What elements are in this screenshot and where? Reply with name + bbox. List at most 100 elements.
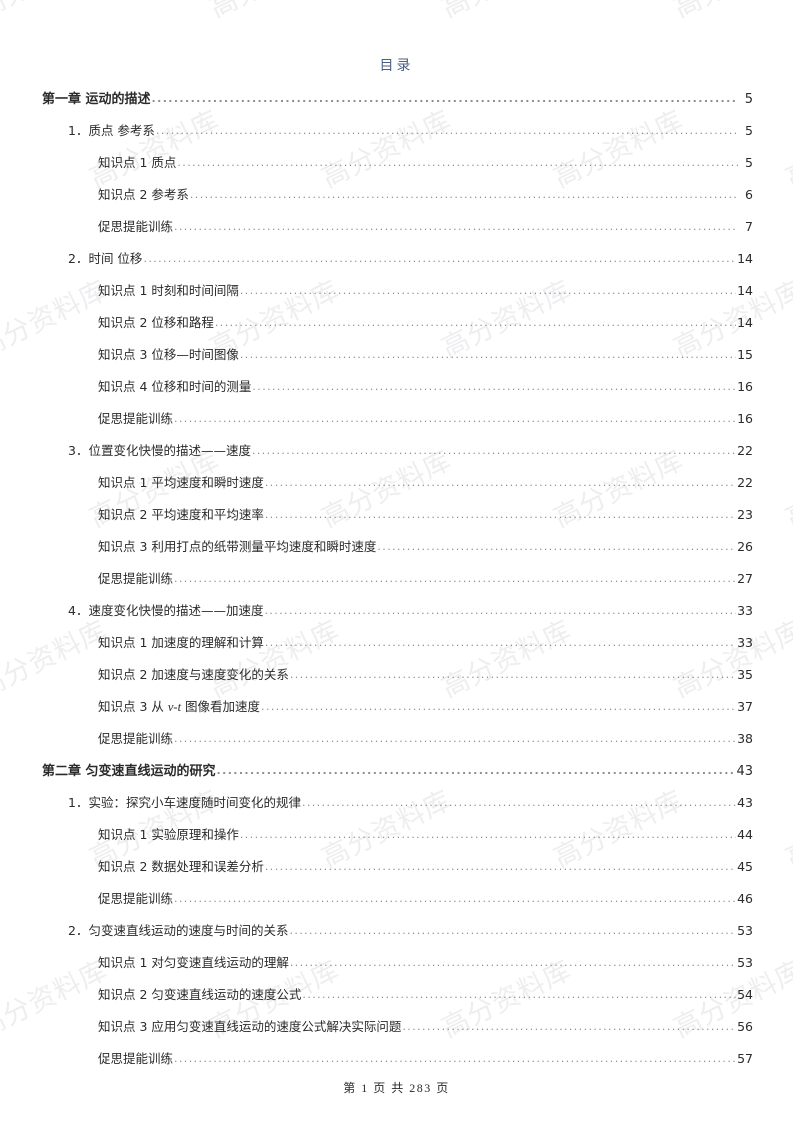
- toc-entry[interactable]: 第二章 匀变速直线运动的研究..........................…: [0, 760, 793, 792]
- toc-entry-label: 第一章 运动的描述: [42, 92, 151, 107]
- toc-entry-label: 促思提能训练: [98, 219, 174, 234]
- toc-entry[interactable]: 促思提能训练..................................…: [0, 216, 793, 248]
- toc-entry-label: 4．速度变化快慢的描述——加速度: [68, 603, 264, 618]
- toc-entry-label: 知识点 1 时刻和时间间隔: [98, 283, 239, 298]
- toc-leader-dots: ........................................…: [155, 124, 738, 137]
- toc-leader-dots: ........................................…: [174, 572, 737, 585]
- toc-entry[interactable]: 知识点 1 质点................................…: [0, 152, 793, 184]
- toc-entry-label: 知识点 1 加速度的理解和计算: [98, 635, 264, 650]
- toc-leader-dots: ........................................…: [174, 412, 737, 425]
- toc-entry[interactable]: 知识点 2 数据处理和误差分析.........................…: [0, 856, 793, 888]
- toc-entry[interactable]: 知识点 2 位移和路程.............................…: [0, 312, 793, 344]
- toc-entry[interactable]: 知识点 2 参考系...............................…: [0, 184, 793, 216]
- toc-leader-dots: ........................................…: [264, 604, 737, 617]
- page-footer: 第 1 页 共 283 页: [343, 1081, 450, 1095]
- toc-leader-dots: ........................................…: [252, 380, 737, 393]
- toc-entry-page-number: 15: [737, 347, 753, 362]
- toc-entry-label: 第二章 匀变速直线运动的研究: [42, 764, 216, 779]
- toc-entry-label: 知识点 1 实验原理和操作: [98, 827, 239, 842]
- toc-entry[interactable]: 知识点 3 位移—时间图像...........................…: [0, 344, 793, 376]
- toc-entry-label: 知识点 1 质点: [98, 155, 177, 170]
- toc-leader-dots: ........................................…: [239, 284, 736, 297]
- toc-entry-page-number: 27: [737, 571, 753, 586]
- toc-entry-page-number: 53: [737, 923, 753, 938]
- toc-entry[interactable]: 知识点 4 位移和时间的测量..........................…: [0, 376, 793, 408]
- toc-entry[interactable]: 促思提能训练..................................…: [0, 1048, 793, 1080]
- toc-entry[interactable]: 1．质点 参考系................................…: [0, 120, 793, 152]
- toc-entry-label: 知识点 2 平均速度和平均速率: [98, 507, 264, 522]
- toc-entry-page-number: 14: [737, 283, 753, 298]
- toc-leader-dots: ........................................…: [264, 476, 737, 489]
- toc-entry-label: 1．质点 参考系: [68, 123, 155, 138]
- toc-entry-label: 知识点 2 位移和路程: [98, 315, 214, 330]
- toc-entry-page-number: 23: [737, 507, 753, 522]
- toc-entry[interactable]: 4．速度变化快慢的描述——加速度........................…: [0, 600, 793, 632]
- toc-entry-page-number: 6: [745, 187, 753, 202]
- toc-leader-dots: ........................................…: [289, 668, 737, 681]
- toc-entry-label: 促思提能训练: [98, 1051, 174, 1066]
- toc-leader-dots: ........................................…: [174, 892, 737, 905]
- toc-entry[interactable]: 知识点 3 利用打点的纸带测量平均速度和瞬时速度................…: [0, 536, 793, 568]
- toc-entry-label: 知识点 3 从 v-t 图像看加速度: [98, 699, 261, 714]
- toc-entry-page-number: 33: [737, 603, 753, 618]
- toc-leader-dots: ........................................…: [402, 1020, 736, 1033]
- toc-entry[interactable]: 知识点 2 加速度与速度变化的关系.......................…: [0, 664, 793, 696]
- toc-entry-label: 知识点 3 利用打点的纸带测量平均速度和瞬时速度: [98, 539, 377, 554]
- toc-entry-page-number: 53: [737, 955, 753, 970]
- toc-entry[interactable]: 3．位置变化快慢的描述——速度.........................…: [0, 440, 793, 472]
- toc-entry[interactable]: 2．时间 位移.................................…: [0, 248, 793, 280]
- toc-entry[interactable]: 知识点 1 实验原理和操作...........................…: [0, 824, 793, 856]
- toc-entry-page-number: 14: [737, 315, 753, 330]
- toc-leader-dots: ........................................…: [251, 444, 737, 457]
- toc-entry[interactable]: 促思提能训练..................................…: [0, 888, 793, 920]
- toc-entry[interactable]: 知识点 1 平均速度和瞬时速度.........................…: [0, 472, 793, 504]
- toc-leader-dots: ........................................…: [289, 956, 737, 969]
- toc-leader-dots: ........................................…: [177, 156, 738, 169]
- toc-leader-dots: ........................................…: [301, 796, 736, 809]
- toc-entry-label: 促思提能训练: [98, 411, 174, 426]
- toc-leader-dots: ........................................…: [261, 700, 737, 713]
- toc-entry[interactable]: 知识点 1 时刻和时间间隔...........................…: [0, 280, 793, 312]
- toc-leader-dots: ........................................…: [264, 860, 737, 873]
- toc-entry-label: 2．匀变速直线运动的速度与时间的关系: [68, 923, 289, 938]
- watermark-text: 高分资料库: [0, 0, 113, 25]
- toc-entry[interactable]: 1．实验：探究小车速度随时间变化的规律.....................…: [0, 792, 793, 824]
- toc-entry-page-number: 16: [737, 379, 753, 394]
- toc-entry-page-number: 35: [737, 667, 753, 682]
- watermark-text: 高分资料库: [202, 0, 345, 25]
- toc-entry-label: 2．时间 位移: [68, 251, 143, 266]
- toc-entry[interactable]: 促思提能训练..................................…: [0, 408, 793, 440]
- toc-entry-label: 知识点 2 数据处理和误差分析: [98, 859, 264, 874]
- toc-entry-page-number: 38: [737, 731, 753, 746]
- toc-entry-label: 知识点 3 位移—时间图像: [98, 347, 239, 362]
- watermark-text: 高分资料库: [546, 1119, 689, 1122]
- toc-leader-dots: ........................................…: [264, 636, 737, 649]
- toc-entry-page-number: 5: [744, 92, 753, 107]
- toc-entry-page-number: 5: [745, 155, 753, 170]
- toc-entry[interactable]: 知识点 1 对匀变速直线运动的理解.......................…: [0, 952, 793, 984]
- toc-entry[interactable]: 知识点 3 从 v-t 图像看加速度......................…: [0, 696, 793, 728]
- toc-entry-page-number: 56: [737, 1019, 753, 1034]
- toc-entry[interactable]: 知识点 2 平均速度和平均速率.........................…: [0, 504, 793, 536]
- toc-leader-dots: ........................................…: [189, 188, 738, 201]
- toc-leader-dots: ........................................…: [174, 220, 738, 233]
- toc-leader-dots: ........................................…: [302, 988, 736, 1001]
- toc-leader-dots: ........................................…: [151, 92, 738, 105]
- toc-entry-label: 知识点 2 匀变速直线运动的速度公式: [98, 987, 302, 1002]
- toc-entry[interactable]: 知识点 1 加速度的理解和计算.........................…: [0, 632, 793, 664]
- toc-entry-label: 促思提能训练: [98, 571, 174, 586]
- toc-entry-label: 知识点 3 应用匀变速直线运动的速度公式解决实际问题: [98, 1019, 402, 1034]
- toc-entry-label: 知识点 2 参考系: [98, 187, 189, 202]
- watermark-text: 高分资料库: [314, 1119, 457, 1122]
- toc-entry[interactable]: 知识点 2 匀变速直线运动的速度公式......................…: [0, 984, 793, 1016]
- toc-entry[interactable]: 知识点 3 应用匀变速直线运动的速度公式解决实际问题..............…: [0, 1016, 793, 1048]
- toc-entry[interactable]: 2．匀变速直线运动的速度与时间的关系......................…: [0, 920, 793, 952]
- watermark-text: 高分资料库: [778, 1119, 793, 1122]
- toc-list: 第一章 运动的描述...............................…: [0, 88, 793, 1080]
- toc-entry[interactable]: 促思提能训练..................................…: [0, 728, 793, 760]
- toc-entry[interactable]: 第一章 运动的描述...............................…: [0, 88, 793, 120]
- toc-entry-page-number: 46: [737, 891, 753, 906]
- toc-entry-label: 1．实验：探究小车速度随时间变化的规律: [68, 795, 301, 810]
- toc-entry[interactable]: 促思提能训练..................................…: [0, 568, 793, 600]
